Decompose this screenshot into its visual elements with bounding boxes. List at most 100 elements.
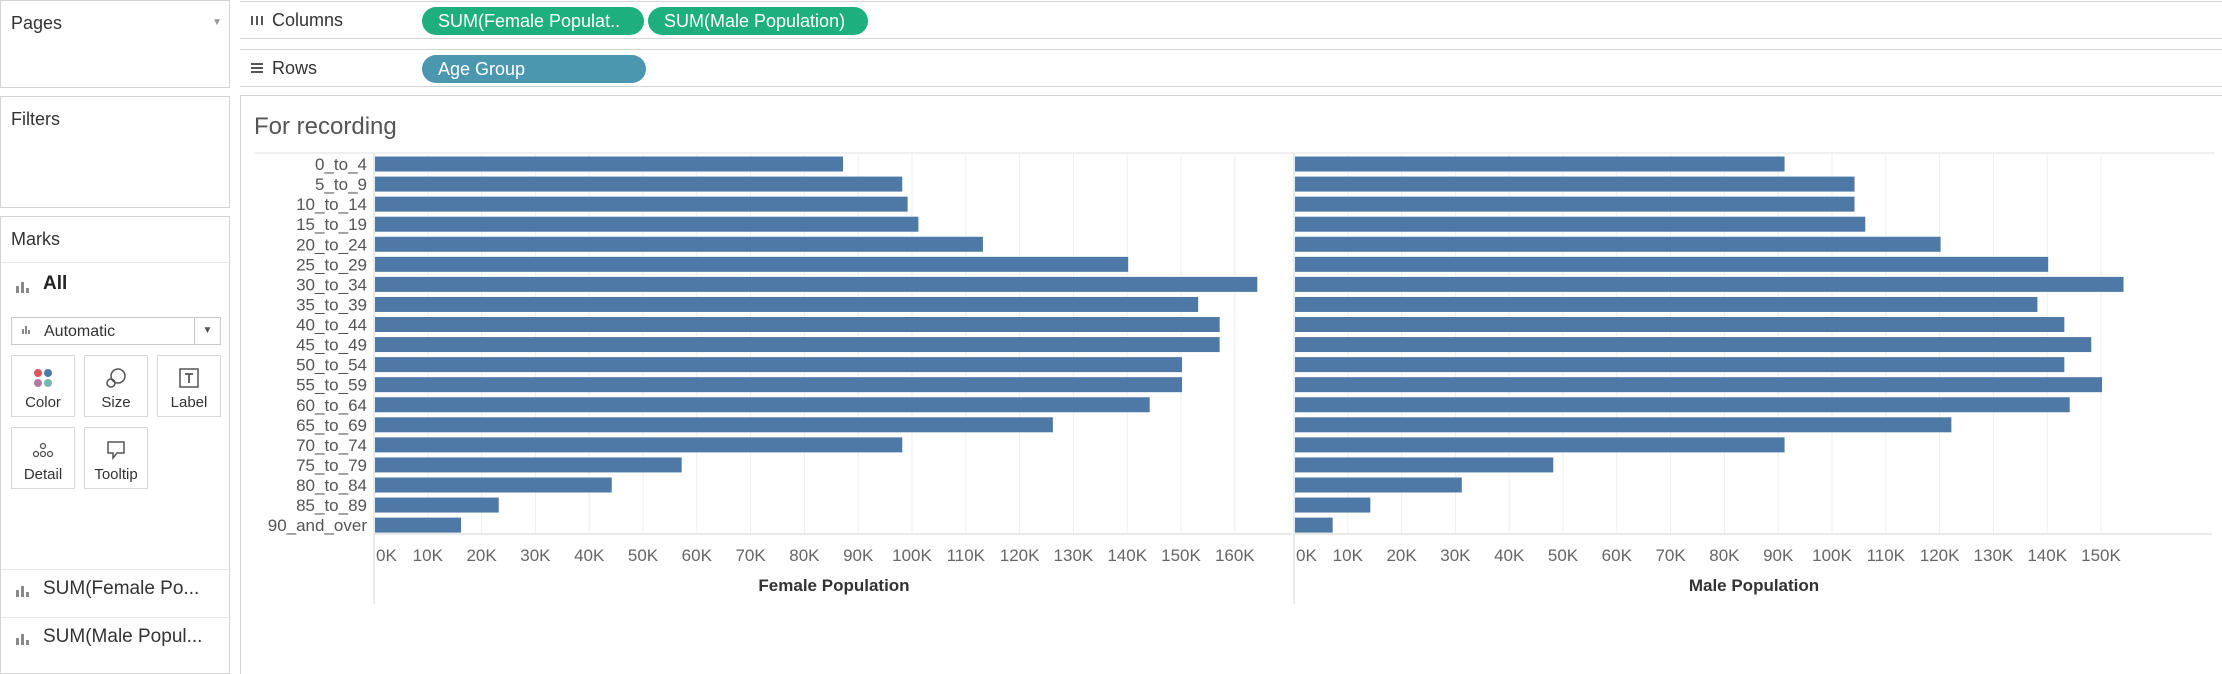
filters-card[interactable]: Filters bbox=[0, 96, 230, 208]
x-tick-label: 70K bbox=[1655, 546, 1686, 565]
bar-female bbox=[375, 337, 1220, 353]
category-label: 90_and_over bbox=[268, 516, 368, 535]
x-tick-label: 150K bbox=[2081, 546, 2121, 565]
x-tick-label: 140K bbox=[2027, 546, 2067, 565]
x-tick-label: 120K bbox=[1920, 546, 1960, 565]
columns-icon bbox=[251, 16, 263, 25]
filters-title: Filters bbox=[11, 109, 60, 129]
x-tick-label: 50K bbox=[628, 546, 659, 565]
bar-female bbox=[375, 457, 682, 473]
bar-male bbox=[1295, 236, 1941, 252]
bar-male bbox=[1295, 176, 1855, 192]
x-tick-label: 60K bbox=[1602, 546, 1633, 565]
marks-pill-female[interactable]: SUM(Female Po... bbox=[1, 569, 231, 609]
x-tick-label: 80K bbox=[1709, 546, 1740, 565]
detail-icon bbox=[32, 442, 54, 458]
bar-male bbox=[1295, 457, 1554, 473]
x-tick-label: 30K bbox=[1440, 546, 1471, 565]
bar-female bbox=[375, 216, 919, 232]
bar-chart-icon bbox=[16, 279, 30, 293]
bar-male bbox=[1295, 296, 2038, 312]
tooltip-icon bbox=[107, 441, 125, 461]
bar-female bbox=[375, 176, 903, 192]
bar-female bbox=[375, 497, 499, 513]
tooltip-label: Tooltip bbox=[94, 466, 138, 483]
color-button[interactable]: Color bbox=[11, 355, 75, 417]
x-tick-label: 130K bbox=[1054, 546, 1094, 565]
sheet-title: For recording bbox=[254, 113, 397, 140]
tooltip-button[interactable]: Tooltip bbox=[84, 427, 148, 489]
category-label: 5_to_9 bbox=[315, 175, 367, 194]
x-tick-label: 60K bbox=[682, 546, 713, 565]
marks-title: Marks bbox=[11, 229, 60, 249]
x-tick-label: 120K bbox=[1000, 546, 1040, 565]
x-tick-label: 20K bbox=[466, 546, 497, 565]
x-axis-title-male: Male Population bbox=[1689, 576, 1819, 595]
bar-male bbox=[1295, 437, 1785, 453]
bar-male bbox=[1295, 196, 1855, 212]
marks-all-row[interactable]: All bbox=[1, 262, 231, 306]
rows-shelf[interactable]: Rows Age Group bbox=[240, 49, 2222, 87]
pages-dropdown-icon[interactable]: ▼ bbox=[212, 17, 222, 28]
detail-button[interactable]: Detail bbox=[11, 427, 75, 489]
bar-female bbox=[375, 276, 1258, 292]
column-pill-female[interactable]: SUM(Female Populat.. bbox=[422, 7, 644, 35]
x-tick-label: 40K bbox=[1494, 546, 1525, 565]
bar-male bbox=[1295, 256, 2049, 272]
x-tick-label: 10K bbox=[1333, 546, 1364, 565]
columns-shelf[interactable]: Columns SUM(Female Populat.. SUM(Male Po… bbox=[240, 1, 2222, 39]
bar-male bbox=[1295, 517, 1333, 533]
x-tick-label: 150K bbox=[1161, 546, 1201, 565]
bar-female bbox=[375, 296, 1199, 312]
chevron-down-icon[interactable]: ▼ bbox=[194, 318, 220, 344]
bar-female bbox=[375, 317, 1220, 333]
x-tick-label: 40K bbox=[574, 546, 605, 565]
bar-chart-icon bbox=[16, 631, 30, 645]
bar-male bbox=[1295, 397, 2070, 413]
mark-type-label: Automatic bbox=[44, 323, 116, 340]
mark-type-dropdown[interactable]: Automatic ▼ bbox=[11, 317, 221, 345]
marks-card: Marks All Automatic ▼ Color Size Label bbox=[0, 216, 231, 674]
row-pill-age-group[interactable]: Age Group bbox=[422, 55, 646, 83]
bar-male bbox=[1295, 497, 1371, 513]
x-tick-label: 100K bbox=[892, 546, 932, 565]
label-button[interactable]: Label bbox=[157, 355, 221, 417]
category-label: 85_to_89 bbox=[296, 496, 367, 515]
bar-female bbox=[375, 397, 1150, 413]
x-tick-label: 10K bbox=[413, 546, 444, 565]
column-pill-male[interactable]: SUM(Male Population) bbox=[648, 7, 868, 35]
x-tick-label: 160K bbox=[1215, 546, 1255, 565]
category-label: 35_to_39 bbox=[296, 295, 367, 314]
x-tick-label: 110K bbox=[1867, 546, 1906, 565]
category-label: 30_to_34 bbox=[296, 275, 367, 294]
x-tick-label: 110K bbox=[947, 546, 986, 565]
x-tick-label: 90K bbox=[1763, 546, 1794, 565]
bar-chart-icon bbox=[16, 583, 30, 597]
bar-female bbox=[375, 417, 1053, 433]
color-label: Color bbox=[25, 394, 61, 411]
bar-female bbox=[375, 477, 612, 493]
marks-pill-male[interactable]: SUM(Male Popul... bbox=[1, 617, 231, 657]
x-tick-label: 0K bbox=[1296, 546, 1317, 565]
category-label: 55_to_59 bbox=[296, 376, 367, 395]
bar-female bbox=[375, 437, 903, 453]
bar-female bbox=[375, 236, 983, 252]
x-tick-label: 70K bbox=[735, 546, 766, 565]
category-label: 0_to_4 bbox=[315, 155, 367, 174]
color-icon bbox=[34, 369, 52, 387]
category-label: 20_to_24 bbox=[296, 235, 367, 254]
size-label: Size bbox=[101, 394, 131, 411]
x-tick-label: 20K bbox=[1386, 546, 1417, 565]
rows-icon bbox=[251, 63, 263, 73]
category-label: 65_to_69 bbox=[296, 416, 367, 435]
bar-female bbox=[375, 517, 462, 533]
detail-label: Detail bbox=[23, 466, 63, 483]
bar-male bbox=[1295, 477, 1462, 493]
bar-female bbox=[375, 256, 1129, 272]
text-label-icon bbox=[179, 368, 199, 388]
pages-card: Pages ▼ bbox=[0, 0, 230, 88]
category-label: 80_to_84 bbox=[296, 476, 367, 495]
x-tick-label: 130K bbox=[1974, 546, 2014, 565]
bar-male bbox=[1295, 377, 2102, 393]
size-button[interactable]: Size bbox=[84, 355, 148, 417]
